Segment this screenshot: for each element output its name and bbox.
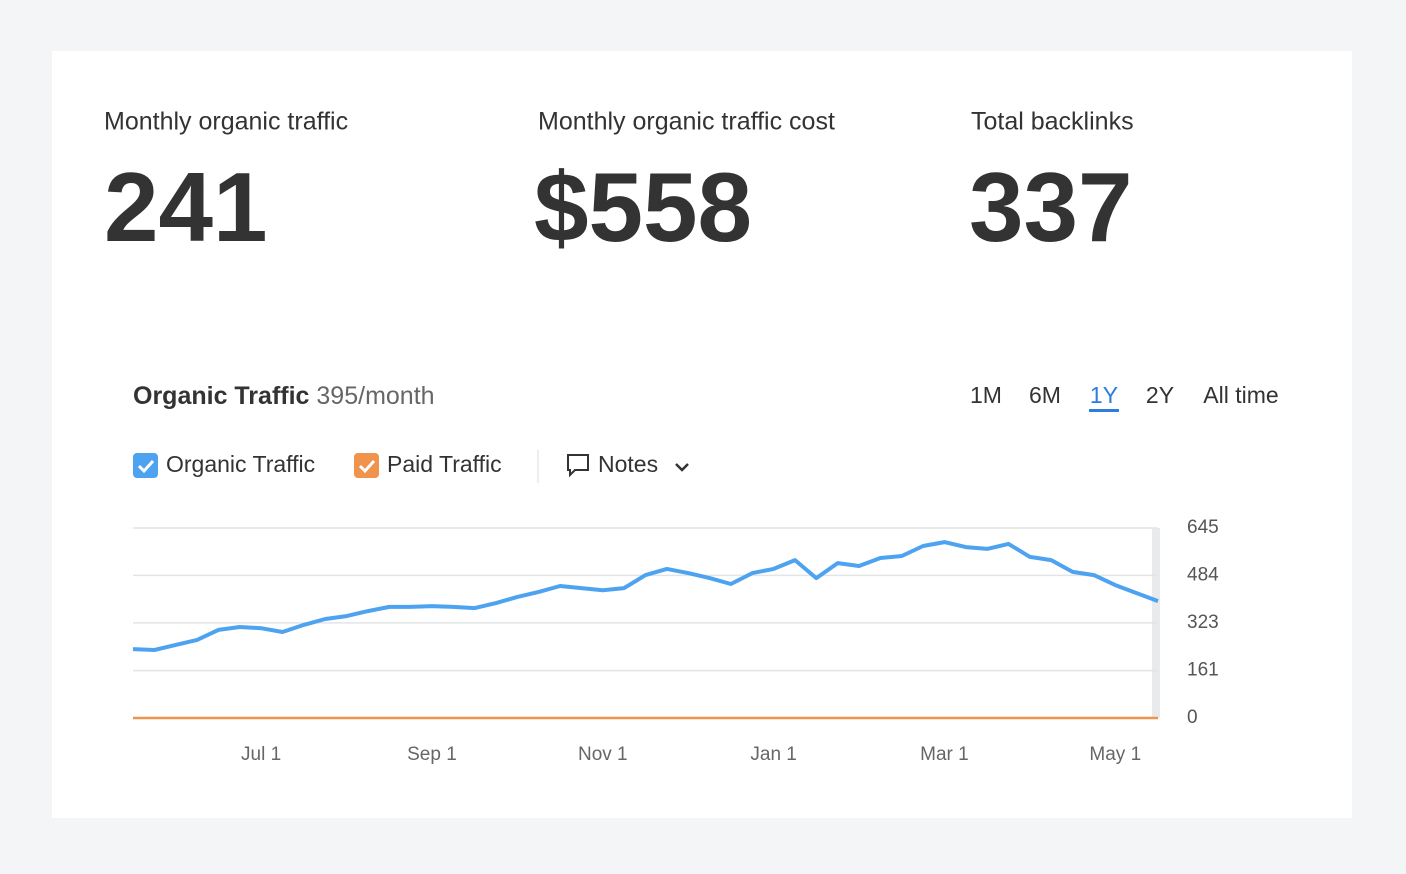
widget-title-text: Organic Traffic xyxy=(133,382,310,410)
notes-icon xyxy=(567,454,589,478)
checkmark xyxy=(137,459,155,474)
notes-button[interactable]: Notes xyxy=(567,451,689,478)
x-tick-label: May 1 xyxy=(1089,744,1141,765)
checkmark xyxy=(358,459,376,474)
metric-label: Monthly organic traffic cost xyxy=(538,108,835,136)
checkbox xyxy=(133,453,158,478)
range-button[interactable]: 6M xyxy=(1029,382,1061,408)
widget-title: Organic Traffic 395/month xyxy=(133,382,435,410)
x-tick-label: Jul 1 xyxy=(241,744,281,765)
range-underline xyxy=(1089,409,1119,412)
y-tick-label: 0 xyxy=(1187,707,1198,728)
metric-value: $558 xyxy=(534,152,752,262)
x-tick-label: Nov 1 xyxy=(578,744,628,765)
y-tick-label: 161 xyxy=(1187,660,1219,681)
legend-item[interactable]: Paid Traffic xyxy=(354,451,502,478)
y-tick-label: 645 xyxy=(1187,517,1219,538)
range-button[interactable]: 2Y xyxy=(1146,382,1174,408)
y-tick-label: 323 xyxy=(1187,612,1219,633)
range-button[interactable]: 1Y xyxy=(1090,382,1118,408)
x-tick-label: Mar 1 xyxy=(920,744,969,765)
notes-label: Notes xyxy=(598,451,658,477)
legend-label: Paid Traffic xyxy=(387,451,502,477)
x-tick-label: Jan 1 xyxy=(750,744,796,765)
chevron xyxy=(675,463,689,472)
range-button[interactable]: All time xyxy=(1203,382,1278,408)
metric-value: 241 xyxy=(104,152,268,262)
metric-value: 337 xyxy=(969,152,1133,262)
legend-label: Organic Traffic xyxy=(166,451,315,477)
legend-item[interactable]: Organic Traffic xyxy=(133,451,315,478)
series-line xyxy=(132,540,1159,652)
metric-label: Monthly organic traffic xyxy=(104,108,348,136)
checkbox xyxy=(354,453,379,478)
card xyxy=(52,51,1352,818)
range-button[interactable]: 1M xyxy=(970,382,1002,408)
widget-summary: 395/month xyxy=(316,382,434,410)
metric-label: Total backlinks xyxy=(971,108,1134,136)
y-tick-label: 484 xyxy=(1187,564,1219,585)
x-tick-label: Sep 1 xyxy=(407,744,457,765)
